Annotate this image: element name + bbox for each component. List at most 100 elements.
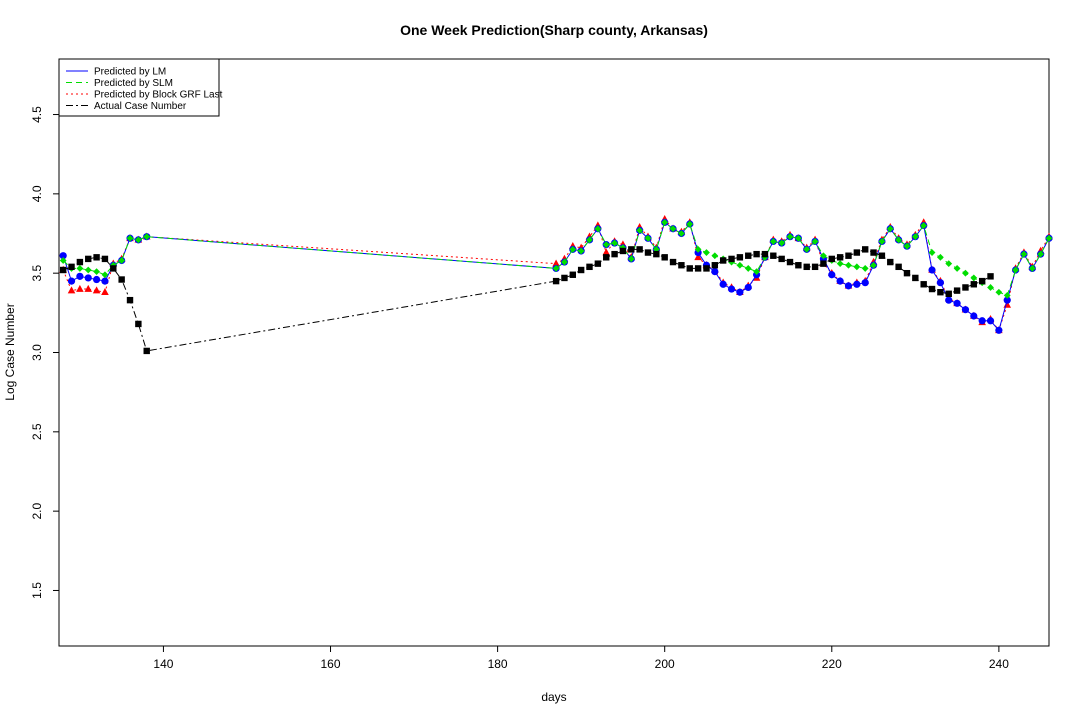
series-3-point-33 [736, 254, 744, 261]
series-1-point-43 [820, 252, 827, 260]
series-3-point-47 [853, 249, 861, 256]
series-3-point-29 [703, 265, 710, 272]
series-1-point-5 [101, 271, 109, 279]
series-1-point-11 [552, 265, 560, 272]
series-1-point-12 [561, 258, 568, 266]
series-0-point-57 [936, 279, 944, 287]
series-0-point-59 [953, 299, 961, 307]
series-3-point-1 [68, 263, 75, 271]
series-1-point-13 [569, 245, 577, 253]
series-1-point-41 [803, 245, 811, 253]
series-3-line [62, 248, 991, 352]
series-0-point-44 [828, 271, 836, 279]
legend-label-1: Predicted by SLM [94, 78, 173, 89]
legend-label-0: Predicted by LM [94, 67, 166, 78]
series-1-point-0 [59, 257, 67, 264]
series-3-point-3 [85, 255, 92, 263]
series-1-point-14 [577, 247, 585, 255]
series-2-point-5 [101, 288, 109, 296]
series-0-point-65 [1003, 296, 1011, 304]
series-3-point-9 [135, 320, 142, 328]
series-3-point-22 [644, 249, 652, 256]
series-0-point-4 [92, 275, 101, 284]
series-3-point-31 [719, 257, 727, 264]
series-1-point-10 [143, 233, 151, 241]
series-2-line [62, 218, 1050, 332]
series-3-point-38 [778, 255, 785, 263]
series-3-point-45 [836, 254, 844, 261]
series-1-point-51 [886, 225, 894, 233]
series-1-point-46 [845, 261, 852, 269]
series-1-point-35 [753, 268, 760, 275]
series-3-point-11 [552, 277, 560, 285]
series-3-point-13 [569, 271, 576, 278]
series-3-point-60 [962, 284, 969, 291]
series-3-point-8 [126, 296, 134, 304]
series-1-point-8 [126, 234, 134, 242]
series-3-point-50 [878, 252, 886, 259]
series-1-point-68 [1028, 265, 1036, 272]
series-1-point-9 [134, 236, 142, 244]
series-0-point-46 [844, 282, 853, 290]
series-1-point-29 [703, 249, 710, 256]
series-3-point-63 [987, 273, 994, 280]
series-0-point-61 [970, 312, 978, 320]
series-3-point-26 [678, 262, 685, 269]
chart-title: One Week Prediction(Sharp county, Arkans… [400, 22, 708, 38]
series-3-point-39 [786, 258, 794, 266]
series-1-point-70 [1045, 234, 1053, 242]
series-3-point-54 [912, 274, 919, 282]
series-3-point-24 [661, 254, 668, 261]
series-2-point-3 [84, 284, 93, 292]
series-1-point-65 [1003, 291, 1011, 299]
x-tick-label-4: 220 [822, 657, 842, 671]
series-1-point-58 [945, 260, 953, 268]
series-layer [59, 215, 1053, 355]
series-1-point-28 [694, 245, 702, 253]
series-3-point-0 [59, 266, 67, 274]
series-1-point-16 [594, 225, 602, 233]
series-1-point-27 [686, 220, 694, 228]
series-0-point-2 [76, 272, 84, 280]
series-3-point-37 [770, 252, 777, 259]
x-tick-label-1: 160 [321, 657, 341, 671]
series-3-point-51 [887, 258, 894, 266]
legend-label-2: Predicted by Block GRF Last [94, 90, 223, 101]
series-0-point-63 [986, 317, 995, 325]
series-1-point-2 [76, 265, 84, 272]
y-axis-label: Log Case Number [3, 303, 17, 400]
series-3-point-18 [611, 250, 618, 258]
plot-frame [58, 58, 1050, 647]
series-3-point-14 [577, 266, 585, 274]
series-1-point-69 [1037, 250, 1045, 258]
series-3-point-52 [895, 263, 902, 271]
series-0-point-45 [836, 277, 844, 285]
series-3-point-42 [811, 263, 819, 271]
series-1 [59, 219, 1053, 299]
series-1-point-56 [928, 249, 936, 256]
series-3-point-49 [870, 249, 877, 256]
series-2-point-17 [602, 248, 611, 256]
series-0-point-3 [84, 274, 92, 282]
y-tick-label-6: 4.5 [30, 106, 44, 123]
series-3-point-61 [970, 281, 978, 288]
x-tick-label-3: 200 [655, 657, 675, 671]
series-3-point-20 [628, 246, 635, 253]
series-0-point-1 [67, 277, 76, 285]
series-3-point-53 [903, 269, 911, 277]
series-3-point-58 [945, 290, 952, 297]
series-1-point-42 [811, 238, 819, 245]
series-0-point-31 [719, 280, 727, 288]
series-3-point-59 [953, 287, 961, 294]
series-3-point-17 [603, 254, 610, 261]
series-1-point-47 [853, 263, 861, 271]
series-1-point-40 [794, 234, 802, 242]
series-1-point-57 [936, 253, 944, 261]
series-1-point-26 [678, 230, 685, 237]
x-axis-label: days [541, 690, 566, 704]
series-1-point-63 [987, 284, 994, 291]
series-1-point-24 [661, 219, 669, 226]
series-3-point-36 [761, 250, 769, 258]
series-0-point-62 [978, 317, 986, 325]
series-1-point-34 [744, 265, 752, 272]
